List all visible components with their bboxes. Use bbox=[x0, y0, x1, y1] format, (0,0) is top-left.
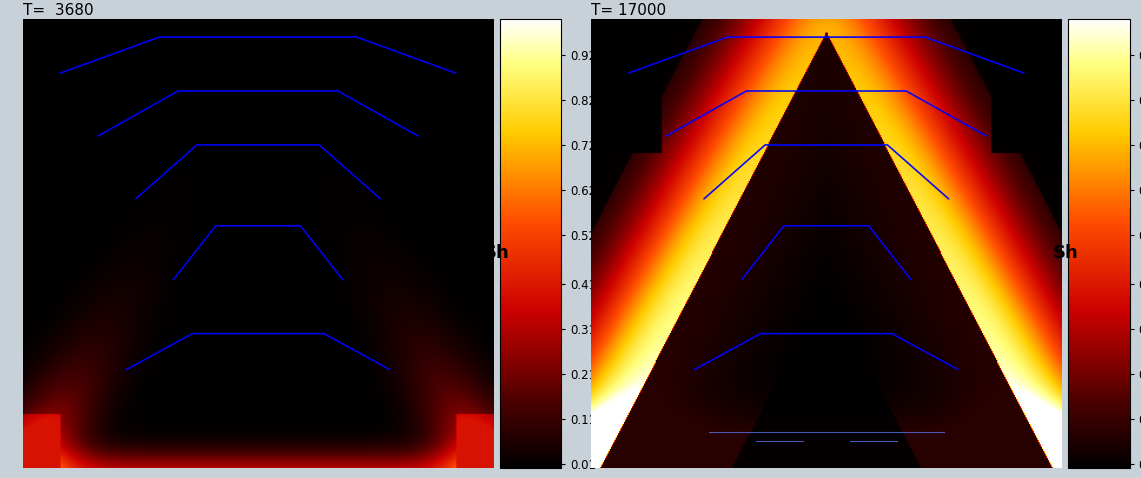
Y-axis label: Sh: Sh bbox=[1052, 244, 1078, 262]
Text: T=  3680: T= 3680 bbox=[23, 3, 94, 18]
Y-axis label: Sh: Sh bbox=[484, 244, 510, 262]
Text: T= 17000: T= 17000 bbox=[591, 3, 666, 18]
